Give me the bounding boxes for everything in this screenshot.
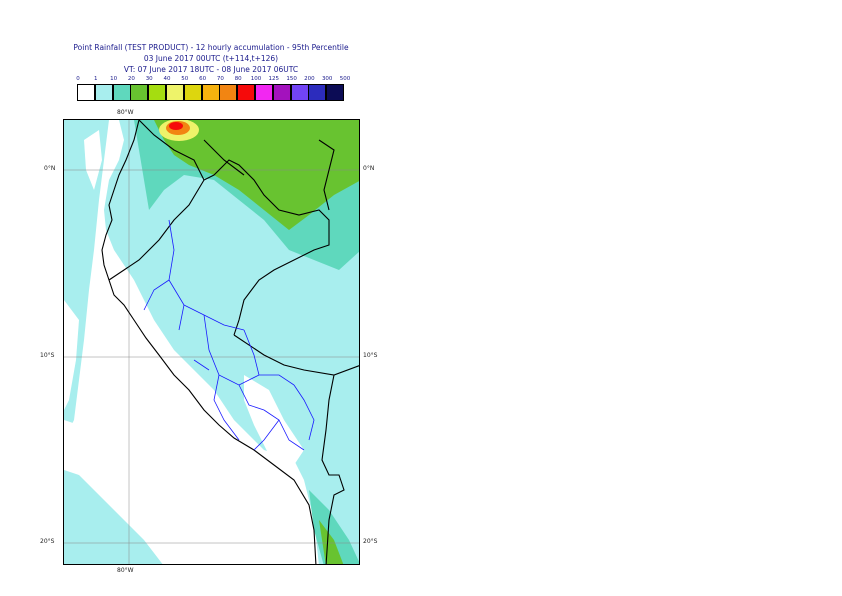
legend-swatch — [130, 84, 149, 101]
rainfall-map — [63, 119, 360, 565]
lat-label-right-1: 10°S — [363, 352, 378, 359]
legend-threshold-label: 0 — [76, 76, 80, 82]
legend-swatch — [183, 84, 202, 101]
legend-threshold-label: 70 — [216, 76, 224, 82]
lat-label-right-0: 0°N — [363, 165, 375, 172]
rain-field-green-south — [319, 520, 344, 564]
dry-patch-andes — [244, 375, 304, 465]
lat-label-left-2: 20°S — [40, 538, 55, 545]
graticule — [64, 120, 359, 564]
dry-patch-ocean-2 — [64, 420, 134, 490]
legend-threshold-label: 40 — [163, 76, 171, 82]
legend-threshold-label: 100 — [250, 76, 262, 82]
legend-swatch — [290, 84, 309, 101]
dry-patch-coast — [139, 320, 319, 564]
lat-label-right-2: 20°S — [363, 538, 378, 545]
legend-threshold-label: 1 — [94, 76, 98, 82]
legend-threshold-label: 10 — [110, 76, 118, 82]
legend-threshold-label: 500 — [339, 76, 351, 82]
lat-label-left-0: 0°N — [44, 165, 56, 172]
legend-swatch — [112, 84, 131, 101]
legend-threshold-label: 60 — [199, 76, 207, 82]
title-line-2: 03 June 2017 00UTC (t+114,t+126) — [143, 54, 279, 63]
legend-threshold-label: 20 — [127, 76, 135, 82]
legend-threshold-label: 80 — [234, 76, 242, 82]
border-ecuador-peru — [108, 159, 330, 336]
legend-swatch — [94, 84, 113, 101]
legend-swatch — [166, 84, 184, 101]
legend-threshold-label: 300 — [321, 76, 333, 82]
border-colombia — [138, 120, 335, 211]
legend-threshold-label: 30 — [145, 76, 153, 82]
legend-swatch — [201, 84, 220, 101]
coastline — [101, 120, 317, 564]
dry-patch-ocean-3 — [84, 130, 102, 190]
border-brazil-bolivia — [233, 334, 359, 564]
rain-peak-red — [169, 122, 183, 130]
lon-label-bottom: 80°W — [117, 567, 134, 574]
legend-swatch — [237, 84, 256, 101]
rain-field-green — [154, 120, 359, 230]
legend-threshold-label: 50 — [181, 76, 189, 82]
legend-swatch — [148, 84, 167, 101]
lon-label-top: 80°W — [117, 109, 134, 116]
lat-label-left-1: 10°S — [40, 352, 55, 359]
rain-field-medium-south — [309, 490, 359, 564]
legend-swatch — [77, 84, 95, 101]
legend-swatch — [219, 84, 238, 101]
legend-swatch — [255, 84, 273, 101]
rain-field-offshore-2 — [64, 460, 163, 564]
legend-threshold-label: 200 — [304, 76, 315, 82]
regional-boundaries — [143, 219, 315, 451]
title-line-3: VT: 07 June 2017 18UTC - 08 June 2017 06… — [123, 65, 299, 74]
map-svg — [64, 120, 359, 564]
dry-patch-ocean-1 — [64, 300, 79, 410]
legend-threshold-label: 150 — [286, 76, 297, 82]
legend-swatch — [272, 84, 291, 101]
legend-threshold-label: 125 — [268, 76, 280, 82]
legend-swatch — [326, 84, 345, 101]
title-line-1: Point Rainfall (TEST PRODUCT) - 12 hourl… — [73, 43, 349, 52]
legend-swatch — [308, 84, 327, 101]
